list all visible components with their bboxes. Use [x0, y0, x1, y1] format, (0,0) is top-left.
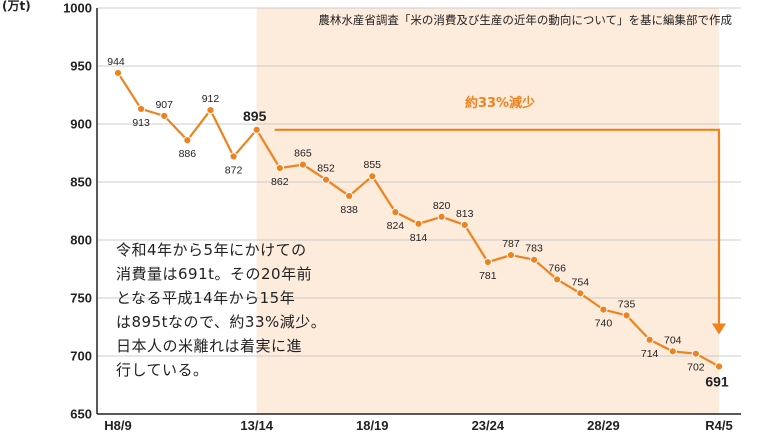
data-point [321, 175, 331, 184]
data-point [553, 275, 562, 284]
data-label: 913 [132, 117, 150, 129]
data-point [714, 362, 724, 371]
data-point [160, 111, 169, 120]
data-point [483, 257, 492, 267]
data-label: 702 [687, 362, 705, 374]
data-point [113, 68, 123, 78]
data-label: 740 [595, 318, 613, 330]
x-tick-label: R4/5 [705, 418, 732, 433]
data-point [460, 220, 469, 230]
data-label: 787 [502, 238, 520, 250]
annotation-line: 日本人の米離れは着実に進 [116, 337, 303, 355]
data-label: 813 [456, 208, 474, 220]
data-label: 912 [202, 93, 220, 105]
data-point [599, 305, 608, 314]
y-tick-label: 800 [70, 233, 92, 248]
y-tick-label: 1000 [63, 1, 92, 16]
annotation-line: 消費量は691t。その20年前 [116, 265, 313, 283]
data-point [183, 136, 192, 145]
data-point [229, 152, 238, 161]
data-label: 865 [294, 148, 312, 160]
data-label: 766 [548, 262, 566, 274]
data-label: 820 [433, 200, 451, 212]
x-tick-label: 18/19 [356, 418, 389, 433]
data-labels: 944 913 907 886 912 872 895 862 865 852 838 855 824 8… [107, 56, 729, 389]
data-point [529, 255, 539, 264]
y-tick-label: 650 [70, 407, 92, 422]
data-point [506, 250, 516, 260]
data-label: 824 [387, 220, 405, 232]
data-point [137, 104, 146, 114]
data-point [298, 160, 308, 169]
data-point [691, 349, 700, 358]
data-label: 852 [317, 163, 335, 175]
data-label: 714 [641, 348, 659, 360]
reduction-label: 約33%減少 [465, 95, 535, 111]
data-point [252, 125, 261, 134]
data-label: 704 [664, 334, 682, 346]
axes [96, 8, 741, 415]
data-label: 895 [243, 108, 267, 124]
data-point [622, 311, 631, 320]
data-label: 838 [340, 204, 358, 216]
data-label: 781 [479, 270, 497, 282]
x-tick-label: 13/14 [240, 418, 273, 433]
y-tick-label: 750 [70, 291, 92, 306]
y-tick-label: 700 [70, 349, 92, 364]
data-label: 754 [572, 276, 590, 288]
source-note: 農林水産省調査「米の消費及び生産の近年の動向について」を基に編集部で作成 [318, 13, 732, 27]
annotation-line: は895tなので、約33%減少。 [116, 313, 327, 331]
data-point [414, 219, 423, 228]
data-point [576, 289, 585, 298]
tick-labels: 1000 950 900 850 800 750 700 650 H8/9 13/14 18/19 2… [63, 1, 733, 433]
data-point [437, 212, 446, 221]
data-point [345, 191, 354, 201]
unit-label: (万t) [2, 0, 31, 13]
data-label: 814 [410, 232, 428, 244]
data-label: 735 [618, 298, 636, 310]
data-label: 872 [225, 164, 243, 176]
data-point [668, 347, 677, 356]
y-tick-label: 900 [70, 117, 92, 132]
data-label: 691 [705, 373, 729, 389]
annotation-line: となる平成14年から15年 [116, 289, 296, 307]
highlight-band [256, 8, 719, 414]
series-line [113, 68, 724, 371]
data-label: 907 [155, 99, 173, 111]
reduction-arrow [274, 128, 726, 335]
data-label: 783 [525, 243, 543, 255]
data-point [206, 105, 215, 115]
x-tick-label: 28/29 [587, 418, 620, 433]
data-point [391, 208, 400, 217]
arrow-path [274, 128, 721, 324]
x-tick-label: 23/24 [472, 418, 505, 433]
data-point [275, 163, 284, 173]
data-label: 855 [364, 159, 382, 171]
data-point [368, 172, 377, 181]
data-point [645, 335, 654, 344]
arrow-head [712, 323, 726, 335]
y-tick-label: 850 [70, 175, 92, 190]
annotation-line: 行している。 [116, 361, 209, 379]
x-tick-label: H8/9 [104, 418, 131, 433]
annotation-line: 令和4年から5年にかけての [116, 241, 307, 259]
data-label: 862 [271, 176, 289, 188]
grid [97, 7, 741, 357]
annotation-text: 令和4年から5年にかけての 消費量は691t。その20年前 となる平成14年から… [116, 238, 384, 382]
y-tick-label: 950 [70, 59, 92, 74]
data-label: 886 [179, 148, 197, 160]
data-label: 944 [107, 56, 125, 68]
